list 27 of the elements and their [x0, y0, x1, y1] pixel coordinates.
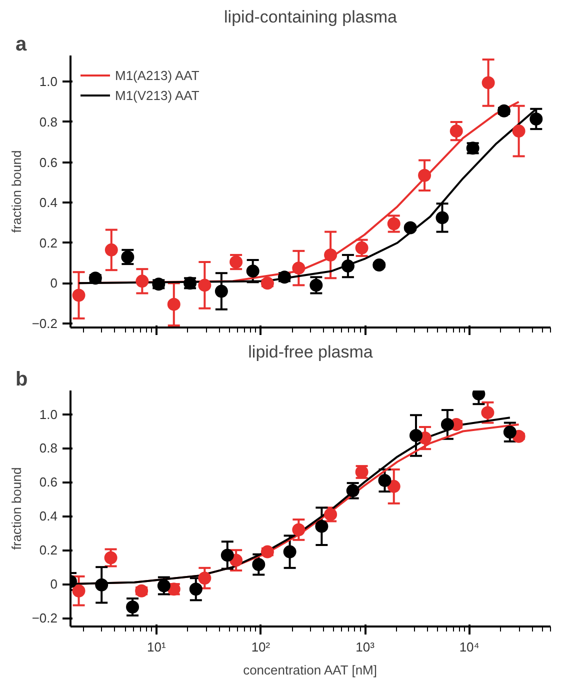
x-axis-title: concentration AAT [nM]: [243, 662, 377, 678]
x-tick-label: 10⁴: [459, 640, 480, 654]
x-tick-label: 10¹: [147, 640, 166, 654]
y-tick-label: 1.0: [39, 74, 58, 90]
chart-title: lipid-containing plasma: [224, 8, 398, 26]
legend-label: M1(V213) AAT: [115, 88, 200, 102]
y-tick-label: 0.6: [39, 474, 58, 490]
y-tick-label: 0.8: [39, 440, 58, 456]
legend-label: M1(A213) AAT: [115, 68, 200, 82]
y-tick-label: 0: [50, 576, 58, 592]
y-tick-label: −0.2: [32, 610, 58, 626]
y-tick-label: 0.2: [39, 235, 58, 250]
y-tick-label: 1.0: [39, 406, 58, 422]
y-tick-label: 0.4: [39, 195, 58, 210]
chart-title: lipid-free plasma: [248, 342, 374, 362]
y-tick-label: 0: [50, 276, 58, 291]
y-tick-label: 0.2: [39, 542, 58, 558]
y-axis-title: fraction bound: [8, 150, 24, 233]
y-tick-label: 0.6: [39, 154, 58, 170]
y-tick-label: −0.2: [32, 316, 58, 331]
x-tick-label: 10²: [251, 640, 271, 654]
y-tick-label: 0.4: [39, 508, 58, 524]
x-tick-label: 10³: [356, 640, 376, 654]
y-axis-title: fraction bound: [8, 467, 24, 550]
text: b: [16, 368, 28, 390]
y-tick-label: 0.8: [39, 114, 58, 130]
text: a: [16, 34, 28, 56]
